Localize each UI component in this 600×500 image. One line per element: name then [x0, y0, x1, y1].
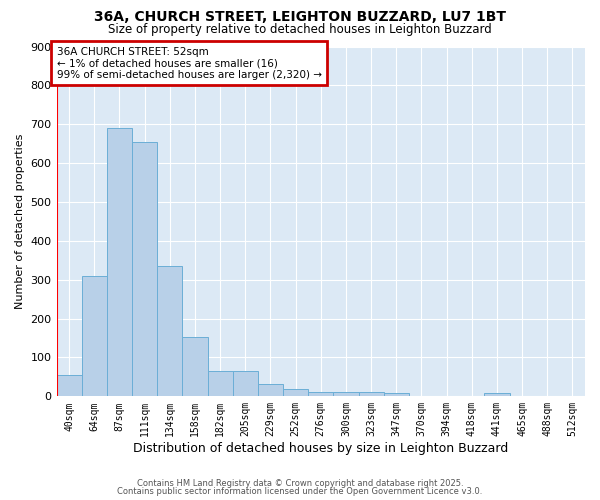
- Bar: [182, 338, 208, 396]
- Bar: [157, 266, 182, 396]
- Bar: [56, 375, 82, 396]
- X-axis label: Distribution of detached houses by size in Leighton Buzzard: Distribution of detached houses by size …: [133, 442, 508, 455]
- Bar: [82, 276, 107, 396]
- Bar: [107, 128, 132, 396]
- Text: Size of property relative to detached houses in Leighton Buzzard: Size of property relative to detached ho…: [108, 22, 492, 36]
- Text: 36A CHURCH STREET: 52sqm
← 1% of detached houses are smaller (16)
99% of semi-de: 36A CHURCH STREET: 52sqm ← 1% of detache…: [56, 46, 322, 80]
- Y-axis label: Number of detached properties: Number of detached properties: [15, 134, 25, 309]
- Text: Contains public sector information licensed under the Open Government Licence v3: Contains public sector information licen…: [118, 487, 482, 496]
- Bar: [359, 392, 383, 396]
- Bar: [334, 392, 359, 396]
- Text: 36A, CHURCH STREET, LEIGHTON BUZZARD, LU7 1BT: 36A, CHURCH STREET, LEIGHTON BUZZARD, LU…: [94, 10, 506, 24]
- Text: Contains HM Land Registry data © Crown copyright and database right 2025.: Contains HM Land Registry data © Crown c…: [137, 478, 463, 488]
- Bar: [132, 142, 157, 396]
- Bar: [308, 392, 334, 396]
- Bar: [383, 393, 409, 396]
- Bar: [258, 384, 283, 396]
- Bar: [208, 371, 233, 396]
- Bar: [283, 390, 308, 396]
- Bar: [484, 393, 509, 396]
- Bar: [233, 371, 258, 396]
